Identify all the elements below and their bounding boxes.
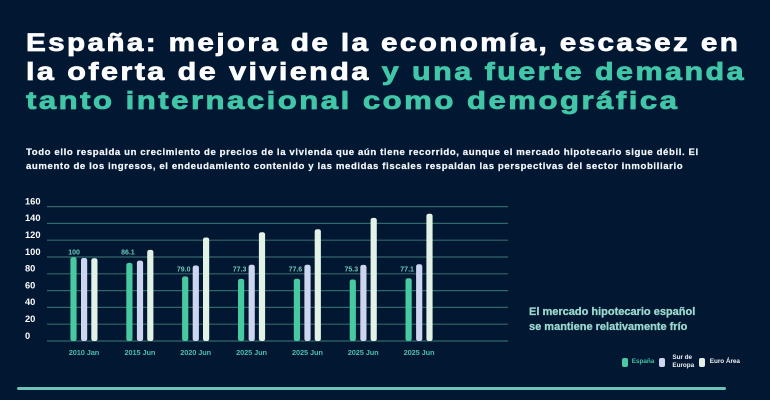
svg-text:2015 Jun: 2015 Jun <box>124 348 155 357</box>
svg-text:2025 Jun: 2025 Jun <box>292 348 323 357</box>
svg-text:160: 160 <box>25 196 41 206</box>
svg-text:86.1: 86.1 <box>121 249 135 256</box>
svg-text:77.1: 77.1 <box>400 266 414 273</box>
svg-text:60: 60 <box>25 280 35 290</box>
svg-text:77.6: 77.6 <box>289 266 303 273</box>
svg-text:2025 Jun: 2025 Jun <box>236 348 267 357</box>
svg-text:140: 140 <box>25 213 41 223</box>
svg-text:2025 Jun: 2025 Jun <box>404 348 435 357</box>
svg-text:20: 20 <box>25 314 35 324</box>
svg-text:2025 Jun: 2025 Jun <box>348 348 379 357</box>
svg-text:2020 Jun: 2020 Jun <box>180 348 211 357</box>
svg-text:2010 Jan: 2010 Jan <box>69 348 100 357</box>
svg-text:77.3: 77.3 <box>233 266 247 273</box>
svg-text:0: 0 <box>25 331 30 341</box>
svg-text:120: 120 <box>25 230 41 240</box>
svg-text:75.3: 75.3 <box>344 266 358 273</box>
svg-text:80: 80 <box>25 264 35 274</box>
svg-text:40: 40 <box>25 297 35 307</box>
svg-text:79.0: 79.0 <box>177 266 191 273</box>
svg-text:100: 100 <box>68 249 80 256</box>
svg-text:100: 100 <box>25 247 41 257</box>
